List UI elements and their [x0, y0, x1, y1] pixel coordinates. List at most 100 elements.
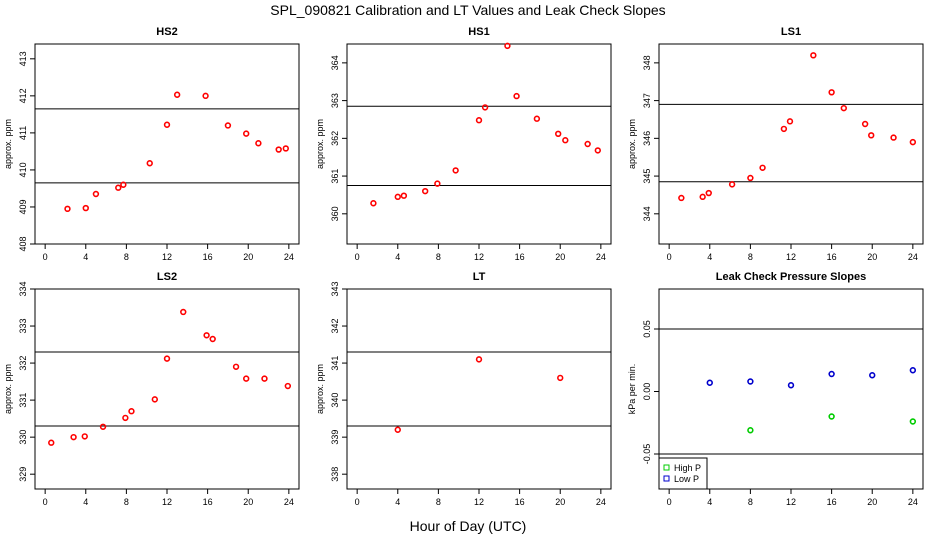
data-point-series: [151, 396, 159, 403]
data-point-series: [840, 104, 847, 112]
x-tick-label: 0: [355, 497, 360, 507]
data-point-series: [261, 375, 268, 382]
data-point-series: [70, 433, 77, 441]
data-point-series: [81, 433, 88, 440]
y-tick-label: 330: [18, 430, 28, 445]
panel-title: HS1: [468, 26, 489, 38]
data-point-series: [394, 193, 401, 201]
legend-label: Low P: [674, 474, 699, 484]
x-tick-label: 12: [474, 497, 484, 507]
data-point-high-p: [747, 427, 754, 434]
y-tick-label: 413: [18, 51, 28, 66]
panel-title: LS1: [781, 26, 801, 38]
data-point-series: [370, 200, 377, 207]
chart-panel-hs2: HS2 0 4 8 12 16 20 24 408 409 410 411 412 413 approx. …: [3, 26, 300, 262]
x-tick-label: 8: [436, 497, 441, 507]
plot-frame: [346, 288, 612, 490]
x-tick-label: 12: [786, 252, 796, 262]
y-tick-label: -0.05: [642, 444, 652, 465]
legend-marker: [663, 464, 670, 471]
legend-marker: [663, 475, 670, 482]
data-point-series: [120, 181, 127, 188]
data-point-series: [202, 92, 209, 100]
x-tick-label: 20: [555, 252, 565, 262]
data-point-series: [780, 125, 788, 133]
data-point-series: [146, 160, 153, 167]
x-tick-label: 8: [124, 252, 129, 262]
x-tick-label: 16: [203, 497, 213, 507]
data-point-series: [64, 205, 71, 213]
y-tick-label: 340: [330, 393, 340, 408]
x-tick-label: 24: [284, 497, 294, 507]
y-tick-label: 412: [18, 88, 28, 103]
data-point-series: [48, 439, 55, 446]
data-point-series: [115, 184, 122, 191]
data-point-series: [562, 137, 569, 144]
x-tick-label: 8: [124, 497, 129, 507]
y-axis-label: kPa per min.: [627, 364, 637, 415]
y-tick-label: 341: [330, 356, 340, 371]
x-tick-label: 4: [83, 497, 88, 507]
data-point-series: [728, 181, 736, 188]
y-tick-label: 361: [330, 169, 340, 184]
legend-label: High P: [674, 463, 701, 473]
x-tick-label: 0: [43, 497, 48, 507]
data-point-series: [554, 130, 562, 138]
x-tick-label: 12: [162, 252, 172, 262]
x-tick-label: 0: [43, 252, 48, 262]
chart-panel-ls1: LS1 0 4 8 12 16 20 24 344 345 346 347 348 approx. ppm: [627, 26, 924, 262]
y-tick-label: 334: [18, 281, 28, 296]
y-axis-label: approx. ppm: [3, 119, 13, 169]
x-tick-label: 4: [707, 497, 712, 507]
data-point-low-p: [828, 370, 835, 378]
x-tick-label: 24: [284, 252, 294, 262]
data-point-series: [452, 167, 459, 174]
data-point-series: [481, 104, 489, 111]
data-point-low-p: [869, 372, 876, 379]
x-tick-label: 16: [515, 497, 525, 507]
y-tick-label: 408: [18, 236, 28, 251]
x-tick-label: 8: [748, 497, 753, 507]
data-point-low-p: [909, 367, 917, 374]
y-axis-label: approx. ppm: [315, 364, 325, 414]
data-point-series: [92, 190, 100, 198]
data-point-series: [275, 146, 282, 153]
data-point-series: [699, 193, 706, 201]
x-tick-label: 8: [748, 252, 753, 262]
data-point-series: [180, 308, 187, 316]
y-tick-label: 346: [642, 131, 652, 146]
data-point-series: [678, 194, 685, 202]
data-point-series: [890, 134, 897, 141]
data-point-series: [209, 335, 216, 343]
data-point-low-p: [706, 379, 713, 386]
x-tick-label: 8: [436, 252, 441, 262]
panel-title: Leak Check Pressure Slopes: [716, 271, 866, 283]
data-point-series: [759, 164, 766, 171]
data-point-series: [513, 92, 520, 100]
plot-frame: [658, 43, 924, 245]
data-point-high-p: [828, 413, 835, 420]
y-tick-label: 411: [18, 126, 28, 140]
data-point-series: [861, 120, 869, 128]
x-tick-label: 20: [243, 497, 253, 507]
data-point-series: [747, 174, 754, 182]
data-point-series: [475, 117, 483, 124]
x-tick-label: 4: [395, 252, 400, 262]
data-point-series: [122, 414, 129, 422]
data-point-series: [786, 118, 794, 125]
data-point-series: [394, 426, 401, 433]
y-axis-label: approx. ppm: [315, 119, 325, 169]
y-tick-label: 344: [642, 206, 652, 221]
data-point-low-p: [787, 382, 795, 389]
x-tick-label: 12: [474, 252, 484, 262]
data-point-series: [99, 423, 107, 430]
y-tick-label: 364: [330, 55, 340, 70]
x-tick-label: 0: [667, 252, 672, 262]
data-point-series: [203, 332, 210, 339]
y-tick-label: 362: [330, 131, 340, 146]
data-point-series: [434, 180, 441, 187]
y-tick-label: 333: [18, 319, 28, 334]
